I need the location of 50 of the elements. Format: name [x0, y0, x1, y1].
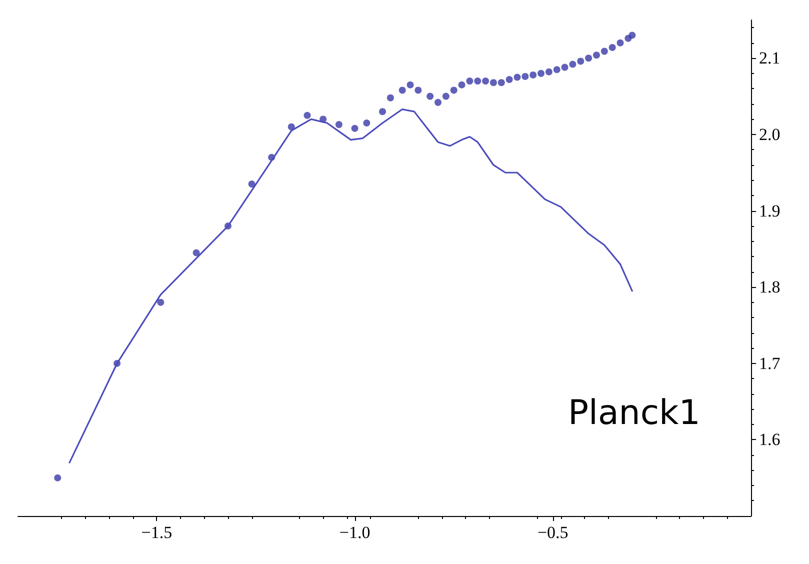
point [192, 249, 200, 256]
point [490, 79, 497, 86]
point [398, 86, 406, 94]
point [54, 474, 62, 482]
point [545, 68, 552, 76]
point [482, 78, 490, 85]
point [506, 76, 513, 84]
point [522, 72, 529, 80]
point [157, 298, 164, 306]
point [616, 39, 624, 46]
point [561, 64, 568, 71]
point [628, 32, 636, 39]
point [351, 124, 358, 132]
y-tick-label: 1.8 [759, 278, 780, 297]
point [498, 79, 505, 86]
x-tick-label: −1.0 [339, 523, 370, 542]
point [248, 180, 256, 188]
point [514, 74, 521, 81]
point [474, 78, 482, 85]
x-tick-label: −0.5 [537, 523, 568, 542]
point [442, 92, 450, 100]
point [386, 94, 394, 102]
point [592, 52, 600, 59]
y-tick-label: 2.0 [759, 124, 780, 144]
point [414, 86, 422, 94]
point [426, 92, 434, 100]
y-tick-label: 1.9 [759, 201, 780, 220]
x-tick-label: −1.5 [141, 523, 172, 542]
y-tick-label: 2.1 [759, 48, 780, 68]
point [538, 70, 545, 77]
point [406, 81, 414, 88]
y-tick-label: 1.7 [759, 354, 781, 373]
point [569, 60, 576, 68]
point [379, 108, 386, 116]
y-tick-label: 1.6 [759, 430, 780, 450]
point [288, 123, 295, 130]
point [434, 98, 442, 106]
point [530, 71, 537, 78]
point [585, 54, 592, 62]
point [304, 112, 311, 119]
point [577, 58, 584, 65]
point [600, 48, 608, 55]
point [608, 44, 616, 51]
point [466, 78, 474, 85]
point [553, 66, 560, 74]
point [458, 81, 466, 88]
point [335, 121, 342, 128]
point [363, 120, 370, 127]
annotation: Planck1 [568, 393, 700, 433]
point [450, 86, 458, 94]
